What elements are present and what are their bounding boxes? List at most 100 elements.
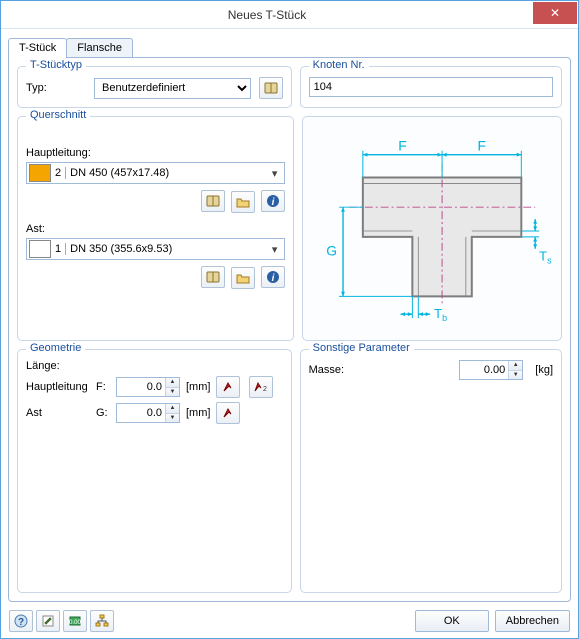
folder-icon bbox=[236, 196, 250, 208]
spin-up-icon[interactable]: ▲ bbox=[509, 361, 522, 371]
tab-flanges[interactable]: Flansche bbox=[66, 38, 133, 57]
dropdown-icon[interactable]: ▾ bbox=[268, 243, 282, 256]
svg-text:F: F bbox=[398, 138, 406, 154]
close-button[interactable]: ✕ bbox=[533, 2, 577, 24]
spin-down-icon[interactable]: ▼ bbox=[509, 371, 522, 380]
help-button[interactable]: ? bbox=[9, 610, 33, 632]
group-node-caption: Knoten Nr. bbox=[309, 59, 369, 71]
type-library-button[interactable] bbox=[259, 77, 283, 99]
tab-tpiece[interactable]: T-Stück bbox=[8, 38, 67, 58]
haupt-info-button[interactable]: i bbox=[261, 190, 285, 212]
spin-down-icon[interactable]: ▼ bbox=[166, 414, 179, 423]
ast-desc: DN 350 (355.6x9.53) bbox=[66, 243, 268, 255]
group-type-caption: T-Stücktyp bbox=[26, 59, 86, 71]
mass-unit: [kg] bbox=[535, 364, 553, 376]
ast-browse-button[interactable] bbox=[231, 267, 255, 289]
geom-haupt-spinner[interactable]: ▲▼ bbox=[116, 377, 180, 397]
folder-icon bbox=[236, 272, 250, 284]
book-icon bbox=[206, 194, 220, 208]
type-label: Typ: bbox=[26, 82, 86, 94]
edit-icon bbox=[41, 614, 55, 628]
info-icon: i bbox=[266, 194, 280, 208]
geom-haupt-label: Hauptleitung bbox=[26, 381, 90, 393]
edit-button[interactable] bbox=[36, 610, 60, 632]
svg-text:i: i bbox=[271, 197, 274, 208]
geom-haupt-pick2-button[interactable]: 2 bbox=[249, 376, 273, 398]
structure-button[interactable] bbox=[90, 610, 114, 632]
client-area: T-Stück Flansche T-Stücktyp Typ: Benutze… bbox=[1, 29, 578, 606]
geom-haupt-input[interactable] bbox=[117, 378, 165, 396]
values-icon: 0.00 bbox=[68, 614, 82, 628]
svg-text:?: ? bbox=[18, 617, 24, 628]
geom-ast-pick-button[interactable] bbox=[216, 402, 240, 424]
group-cross-caption: Querschnitt bbox=[26, 109, 90, 121]
tree-icon bbox=[95, 614, 109, 628]
geom-haupt-unit: [mm] bbox=[186, 381, 210, 393]
geom-ast-symbol: G: bbox=[96, 407, 110, 419]
group-geometry-caption: Geometrie bbox=[26, 342, 85, 354]
svg-text:0.00: 0.00 bbox=[69, 620, 81, 626]
svg-text:G: G bbox=[326, 243, 337, 259]
book-icon bbox=[264, 81, 278, 95]
title-bar: Neues T-Stück ✕ bbox=[1, 1, 578, 29]
haupt-library-button[interactable] bbox=[201, 190, 225, 212]
length-label: Länge: bbox=[26, 360, 60, 372]
ast-select[interactable]: 1 DN 350 (355.6x9.53) ▾ bbox=[26, 238, 285, 260]
spin-up-icon[interactable]: ▲ bbox=[166, 404, 179, 414]
hauptleitung-desc: DN 450 (457x17.48) bbox=[66, 167, 268, 179]
pin2-icon: 2 bbox=[254, 381, 268, 393]
type-select[interactable]: Benutzerdefiniert bbox=[94, 78, 251, 99]
dialog-window: Neues T-Stück ✕ T-Stück Flansche T-Stück… bbox=[0, 0, 579, 639]
spin-up-icon[interactable]: ▲ bbox=[166, 378, 179, 388]
hauptleitung-label: Hauptleitung: bbox=[26, 147, 91, 159]
cancel-button[interactable]: Abbrechen bbox=[495, 610, 570, 632]
svg-text:T: T bbox=[434, 306, 442, 321]
group-geometry: Geometrie Länge: Hauptleitung F: ▲▼ [mm]… bbox=[17, 349, 292, 593]
group-other-params: Sonstige Parameter Masse: ▲▼ [kg] bbox=[300, 349, 562, 593]
ast-info-button[interactable]: i bbox=[261, 266, 285, 288]
geom-ast-label: Ast bbox=[26, 407, 90, 419]
help-icon: ? bbox=[14, 614, 28, 628]
geom-ast-unit: [mm] bbox=[186, 407, 210, 419]
svg-text:b: b bbox=[442, 313, 447, 323]
diagram-panel: FFGTbTs bbox=[302, 116, 562, 341]
mass-input[interactable] bbox=[460, 361, 508, 379]
geom-ast-spinner[interactable]: ▲▼ bbox=[116, 403, 180, 423]
hauptleitung-select[interactable]: 2 DN 450 (457x17.48) ▾ bbox=[26, 162, 285, 184]
node-number-input[interactable] bbox=[309, 77, 553, 97]
ok-button[interactable]: OK bbox=[415, 610, 489, 632]
geom-ast-input[interactable] bbox=[117, 404, 165, 422]
window-title: Neues T-Stück bbox=[1, 8, 533, 22]
values-button[interactable]: 0.00 bbox=[63, 610, 87, 632]
svg-text:T: T bbox=[539, 249, 547, 264]
ast-label: Ast: bbox=[26, 223, 45, 235]
group-cross-section: Querschnitt Hauptleitung: 2 DN 450 (457x… bbox=[17, 116, 294, 341]
hauptleitung-color-chip bbox=[29, 164, 51, 182]
svg-text:i: i bbox=[271, 273, 274, 284]
group-other-caption: Sonstige Parameter bbox=[309, 342, 414, 354]
ast-number: 1 bbox=[51, 243, 66, 255]
geom-haupt-pick1-button[interactable] bbox=[216, 376, 240, 398]
group-node: Knoten Nr. bbox=[300, 66, 562, 108]
pin-icon bbox=[222, 381, 234, 393]
ast-color-chip bbox=[29, 240, 51, 258]
mass-spinner[interactable]: ▲▼ bbox=[459, 360, 523, 380]
hauptleitung-number: 2 bbox=[51, 167, 66, 179]
haupt-browse-button[interactable] bbox=[231, 191, 255, 213]
svg-text:F: F bbox=[477, 138, 485, 154]
svg-text:2: 2 bbox=[263, 386, 267, 393]
pin-icon bbox=[222, 407, 234, 419]
info-icon: i bbox=[266, 270, 280, 284]
book-icon bbox=[206, 270, 220, 284]
tab-strip: T-Stück Flansche bbox=[8, 35, 571, 57]
svg-text:s: s bbox=[547, 256, 552, 266]
dropdown-icon[interactable]: ▾ bbox=[268, 167, 282, 180]
mass-label: Masse: bbox=[309, 364, 359, 376]
spin-down-icon[interactable]: ▼ bbox=[166, 388, 179, 397]
tpiece-diagram: FFGTbTs bbox=[309, 123, 555, 331]
ast-library-button[interactable] bbox=[201, 266, 225, 288]
tab-page: T-Stücktyp Typ: Benutzerdefiniert Knoten… bbox=[8, 57, 571, 602]
button-bar: ? 0.00 OK Abbrechen bbox=[1, 606, 578, 638]
group-type: T-Stücktyp Typ: Benutzerdefiniert bbox=[17, 66, 292, 108]
geom-haupt-symbol: F: bbox=[96, 381, 110, 393]
